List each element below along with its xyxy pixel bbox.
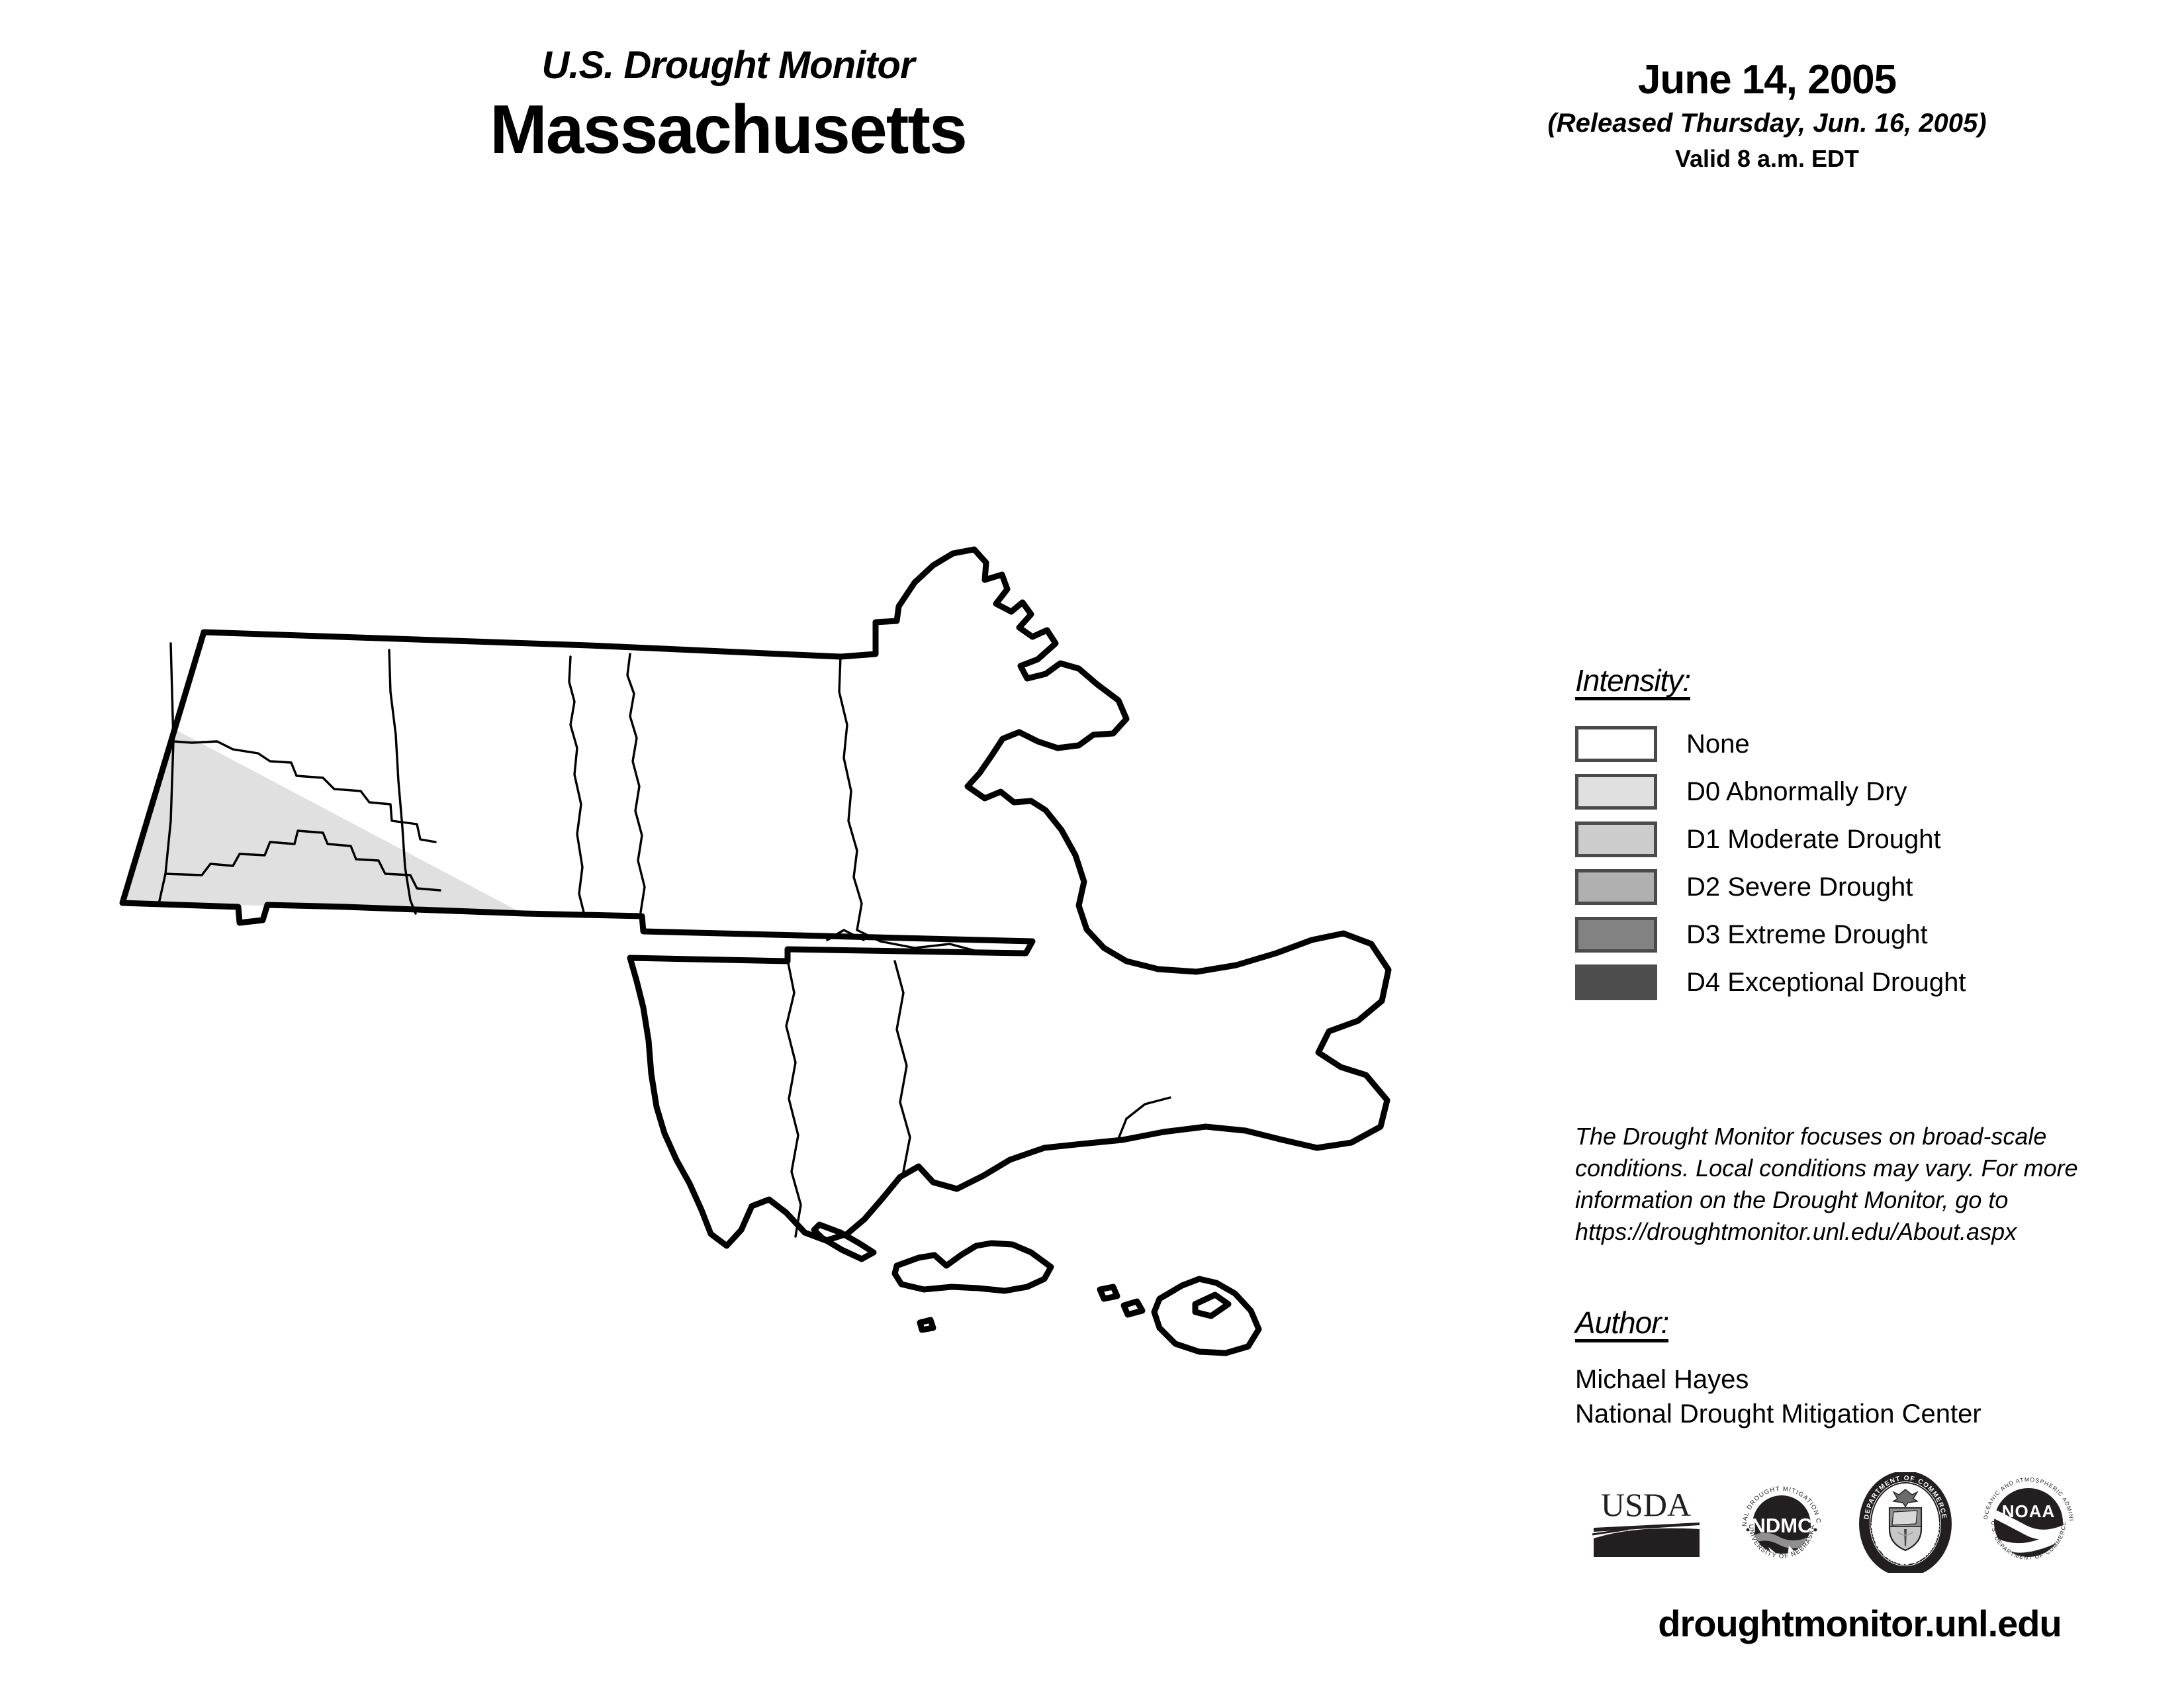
svg-text:★: ★ [1933, 1519, 1941, 1528]
intensity-legend: Intensity: None D0 Abnormally Dry D1 Mod… [1575, 665, 2158, 1006]
legend-item-d1[interactable]: D1 Moderate Drought [1575, 816, 2158, 863]
massachusetts-drought-map [60, 543, 1535, 1443]
ndmc-logo: NDMC NATIONAL DROUGHT MITIGATION CENTER … [1729, 1468, 1831, 1575]
usda-logo: USDA [1588, 1483, 1704, 1566]
swatch-d1 [1575, 821, 1657, 857]
partner-logos: USDA NDMC NATIONAL DROUGHT MITIGATION CE… [1588, 1466, 2118, 1582]
svg-text:NOAA: NOAA [2002, 1501, 2056, 1521]
author-block: Author: Michael Hayes National Drought M… [1575, 1307, 2171, 1431]
legend-items: None D0 Abnormally Dry D1 Moderate Droug… [1575, 720, 2158, 1006]
legend-label-d1: D1 Moderate Drought [1686, 825, 1941, 854]
legend-item-d4[interactable]: D4 Exceptional Drought [1575, 959, 2158, 1006]
swatch-d2 [1575, 869, 1657, 905]
footer-url[interactable]: droughtmonitor.unl.edu [1658, 1603, 2062, 1644]
state-outline [119, 546, 1392, 1356]
author-heading: Author: [1575, 1307, 1669, 1342]
swatch-none [1575, 726, 1657, 762]
map-svg [119, 546, 1392, 1356]
legend-heading: Intensity: [1575, 665, 1691, 700]
legend-label-none: None [1686, 729, 1750, 759]
header-right-block: June 14, 2005 (Released Thursday, Jun. 1… [1469, 60, 2065, 171]
legend-item-d0[interactable]: D0 Abnormally Dry [1575, 768, 2158, 816]
legend-item-none[interactable]: None [1575, 720, 2158, 768]
legend-label-d0: D0 Abnormally Dry [1686, 777, 1907, 806]
svg-text:★: ★ [1870, 1519, 1878, 1528]
author-organization: National Drought Mitigation Center [1575, 1399, 1981, 1429]
header-left-block: U.S. Drought Monitor Massachusetts [397, 46, 1059, 166]
disclaimer-about-link[interactable]: https://droughtmonitor.unl.edu/About.asp… [1575, 1217, 2017, 1245]
legend-label-d4: D4 Exceptional Drought [1686, 968, 1966, 997]
release-date: (Released Thursday, Jun. 16, 2005) [1547, 109, 1987, 138]
disclaimer-line-1: The Drought Monitor focuses on broad-sca… [1575, 1123, 2047, 1150]
author-details: Michael Hayes National Drought Mitigatio… [1575, 1362, 2171, 1431]
valid-time: Valid 8 a.m. EDT [1674, 145, 1860, 172]
swatch-d4 [1575, 964, 1657, 1000]
swatch-d3 [1575, 917, 1657, 953]
legend-label-d3: D3 Extreme Drought [1686, 920, 1928, 949]
svg-text:NDMC: NDMC [1751, 1514, 1813, 1537]
state-title: Massachusetts [490, 91, 968, 168]
disclaimer-line-2: conditions. Local conditions may vary. F… [1575, 1154, 2078, 1182]
swatch-d0 [1575, 774, 1657, 810]
noaa-logo: NOAA NATIONAL OCEANIC AND ATMOSPHERIC AD… [1977, 1468, 2077, 1575]
disclaimer-line-3: information on the Drought Monitor, go t… [1575, 1186, 2009, 1213]
author-name: Michael Hayes [1575, 1365, 1749, 1394]
legend-item-d2[interactable]: D2 Severe Drought [1575, 863, 2158, 911]
program-title: U.S. Drought Monitor [541, 44, 915, 87]
legend-item-d3[interactable]: D3 Extreme Drought [1575, 911, 2158, 959]
disclaimer-text: The Drought Monitor focuses on broad-sca… [1575, 1121, 2171, 1248]
map-date: June 14, 2005 [1637, 57, 1897, 103]
legend-label-d2: D2 Severe Drought [1686, 872, 1913, 902]
department-of-commerce-logo: DEPARTMENT OF COMMERCE UNITED STATES OF … [1859, 1471, 1952, 1577]
svg-text:USDA: USDA [1601, 1486, 1691, 1523]
